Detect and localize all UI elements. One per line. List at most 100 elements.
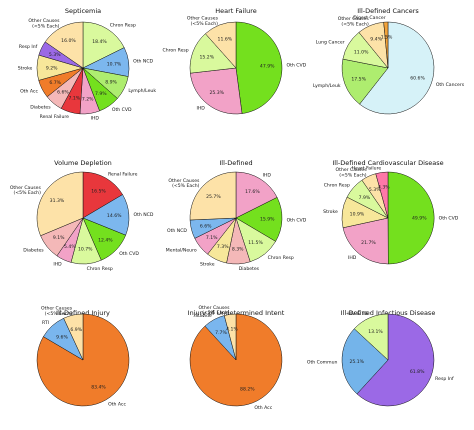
slice-category-label: Stroke: [200, 261, 215, 267]
slice-category-label: Oth CVD: [286, 62, 306, 68]
slice-category-label: Digest Cancer: [353, 15, 385, 21]
slice-percent-label: 49.9%: [412, 215, 427, 221]
pie-slice-oth-cvd: [235, 197, 283, 242]
slice-percent-label: 25.7%: [206, 194, 221, 200]
chart-title: Ill-Defined Injury: [56, 309, 110, 317]
chart-title: Injury of Undetermined Intent: [188, 309, 285, 317]
slice-category-label: Diabetes: [30, 104, 51, 110]
pie-slice-oth-cvd: [235, 21, 283, 114]
slice-category-label: Lung Cancer: [316, 40, 345, 46]
slice-category-label: Other Causes (<5% Each): [10, 185, 42, 196]
pie-chart-ill-defined: Ill-Defined 17.6% IHD 15.9% Oth CVD 11.5% Chro…: [166, 159, 307, 272]
slice-percent-label: 13.1%: [368, 329, 383, 335]
chart-title: Ill-Defined Infectious Disease: [341, 309, 436, 317]
pie-chart-ill-defined-cardiovascular-disease: Ill-Defined Cardiovascular Disease 49.9% O…: [323, 159, 459, 265]
pie-chart-injury-of-undetermined-intent: Injury of Undetermined Intent 88.2% Oth Ac…: [188, 305, 285, 411]
slice-category-label: Suicide: [195, 313, 212, 319]
slice-percent-label: 6.7%: [49, 80, 61, 86]
slice-category-label: Lymph/Leuk: [128, 88, 156, 94]
slice-percent-label: 10.7%: [107, 61, 122, 67]
slice-percent-label: 6.6%: [57, 90, 69, 96]
slice-category-label: Chron Resp: [268, 255, 294, 261]
pie-slice-oth-commun: [341, 328, 389, 395]
slice-percent-label: 21.7%: [361, 240, 376, 246]
slice-category-label: Other Causes (<5% Each): [28, 18, 60, 29]
slice-category-label: Chron Resp: [324, 182, 350, 188]
slice-percent-label: 12.4%: [98, 237, 113, 243]
slice-percent-label: 8.9%: [105, 79, 117, 85]
pie-slice-other-causes-5-each: [205, 21, 237, 69]
slice-category-label: Chron Resp: [87, 266, 113, 272]
slice-percent-label: 83.4%: [91, 385, 106, 391]
pie-slice-ihd: [235, 171, 278, 219]
chart-title: Ill-Defined Cancers: [357, 7, 419, 15]
slice-percent-label: 16.5%: [91, 188, 106, 194]
slice-percent-label: 60.6%: [410, 76, 425, 82]
pie-slice-oth-cancers: [359, 21, 435, 115]
slice-percent-label: 17.5%: [351, 76, 366, 82]
slice-percent-label: 8.3%: [232, 247, 244, 253]
pie-slice-hiv-tb: [353, 313, 389, 361]
slice-percent-label: 7.9%: [359, 195, 371, 201]
pie-slice-lymph-leuk: [341, 58, 389, 105]
slice-percent-label: 17.6%: [245, 189, 260, 195]
slice-percent-label: 7.7%: [215, 330, 227, 336]
slice-percent-label: 6.9%: [70, 327, 82, 333]
slice-category-label: IHD: [263, 173, 272, 179]
slice-percent-label: 25.1%: [349, 359, 364, 365]
slice-percent-label: 18.4%: [92, 39, 107, 45]
pie-slice-heart-failure: [375, 171, 389, 219]
slice-percent-label: 11.6%: [218, 36, 233, 42]
slice-category-label: IHD: [197, 105, 206, 111]
slice-percent-label: 5.4%: [64, 244, 76, 250]
slice-percent-label: 47.9%: [260, 63, 275, 69]
slice-percent-label: 25.3%: [209, 90, 224, 96]
slice-category-label: Oth Cancers: [436, 82, 465, 88]
slice-category-label: Stroke: [323, 209, 338, 215]
pie-slice-other-causes-5-each: [189, 171, 237, 221]
slice-percent-label: 16.0%: [61, 38, 76, 44]
slice-category-label: Other Causes (<5% Each): [168, 178, 200, 189]
slice-percent-label: 11.0%: [354, 49, 369, 55]
slice-percent-label: 88.2%: [240, 387, 255, 393]
pie-slice-other-causes-5-each: [63, 313, 84, 361]
slice-percent-label: 4.1%: [226, 326, 238, 332]
slice-category-label: Stroke: [18, 65, 33, 71]
slice-category-label: Oth CVD: [112, 107, 132, 113]
slice-percent-label: 14.6%: [107, 213, 122, 219]
chart-title: Heart Failure: [215, 7, 257, 15]
slice-percent-label: 7.1%: [206, 235, 218, 241]
slice-category-label: Lymph/Leuk: [313, 83, 341, 89]
slice-percent-label: 61.8%: [410, 369, 425, 375]
slice-percent-label: 7.2%: [82, 96, 94, 102]
chart-title: Ill-Defined: [219, 159, 252, 167]
slice-category-label: Chron Resp: [110, 23, 136, 29]
slice-category-label: Oth CVD: [119, 251, 139, 257]
slice-category-label: Other Causes (<5% Each): [338, 16, 370, 27]
slice-percent-label: 4.3%: [378, 185, 390, 191]
slice-category-label: Oth Acc: [20, 89, 38, 95]
slice-category-label: Oth NCD: [133, 212, 153, 218]
slice-category-label: Heart Failure: [352, 165, 382, 171]
slice-category-label: Renal Failure: [40, 114, 70, 120]
pie-slice-resp-inf: [356, 313, 435, 407]
slice-category-label: Other Causes (<5% Each): [41, 306, 73, 317]
slice-percent-label: 15.2%: [199, 54, 214, 60]
slice-category-label: Other Causes (<5% Each): [187, 16, 219, 27]
slice-category-label: IHD: [91, 116, 100, 122]
slice-category-label: Oth CVD: [439, 215, 459, 221]
slice-category-label: HIV & TB: [347, 311, 367, 317]
chart-title: Ill-Defined Cardiovascular Disease: [332, 159, 443, 167]
pie-chart-volume-depletion: Volume Depletion 16.5% Renal Failure 14.6% O…: [10, 159, 154, 272]
pie-slice-renal-failure: [82, 171, 123, 219]
slice-category-label: Oth NCD: [167, 228, 187, 234]
slice-category-label: IHD: [348, 255, 357, 261]
pie-slice-other-causes-5-each: [36, 171, 84, 237]
slice-category-label: Renal Failure: [108, 172, 138, 178]
slice-percent-label: 11.5%: [248, 240, 263, 246]
pie-chart-ill-defined-injury: Ill-Defined Injury 83.4% Oth Acc 9.6% RTI 6.9…: [36, 306, 130, 408]
slice-category-label: Diabetes: [239, 266, 260, 272]
slice-percent-label: 9.1%: [53, 235, 65, 241]
pie-slice-ihd: [342, 217, 389, 265]
slice-percent-label: 7.9%: [95, 91, 107, 97]
